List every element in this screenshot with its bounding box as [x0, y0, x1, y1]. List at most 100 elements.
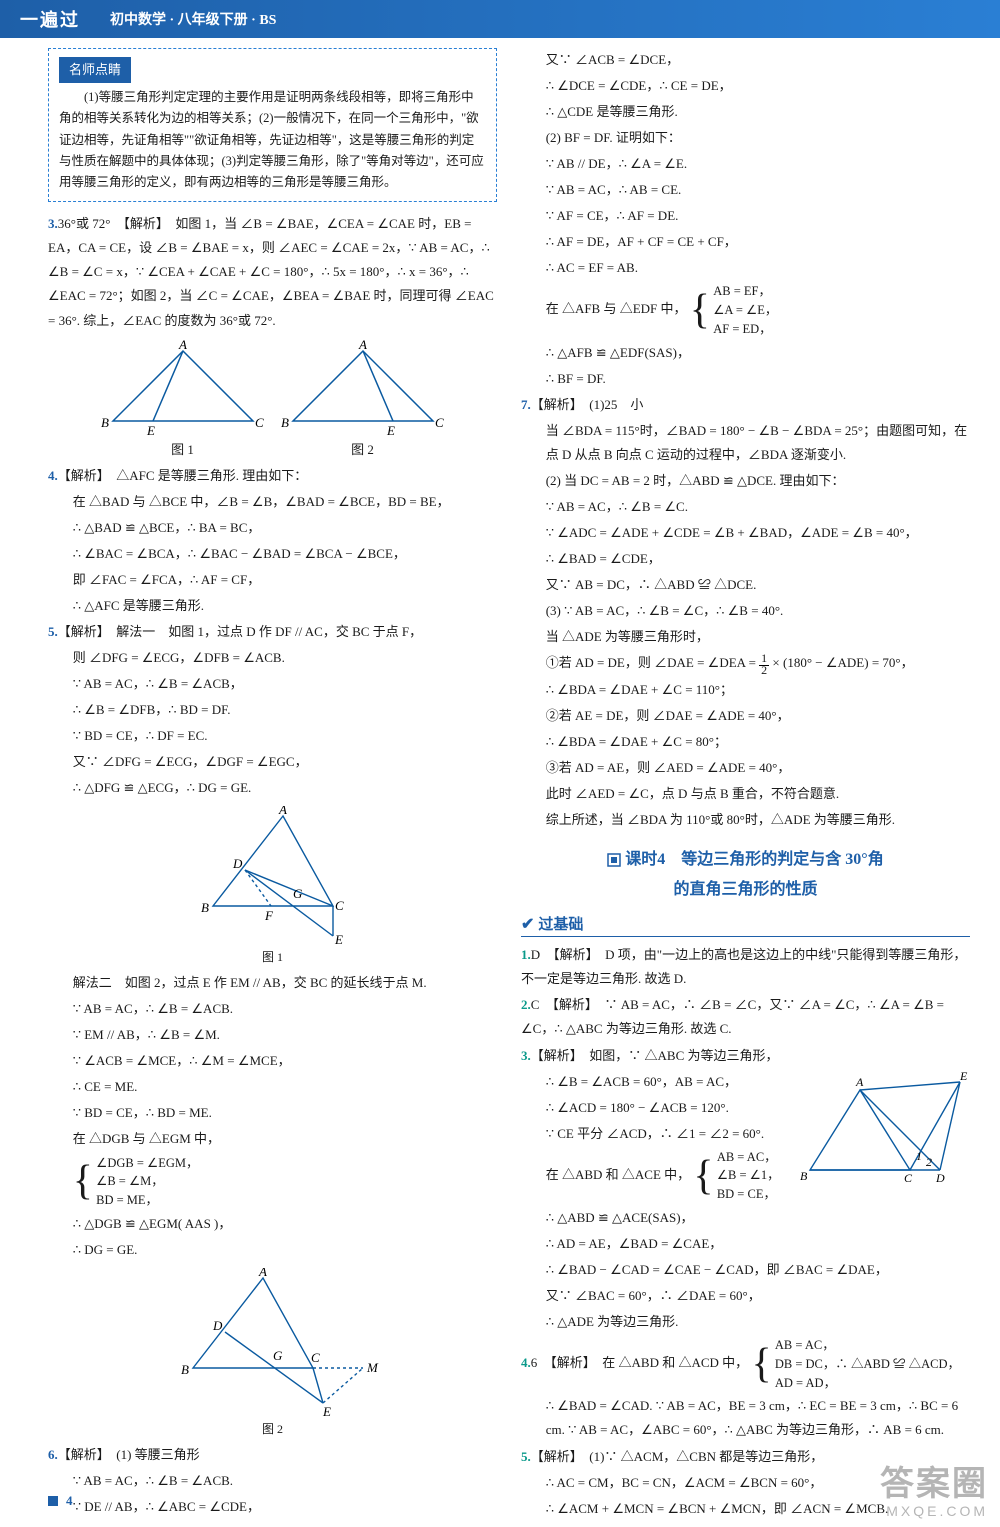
b3-7: ∴ AD = AE，∠BAD = ∠CAE，	[521, 1232, 970, 1256]
r6-br2: ∠A = ∠E，	[713, 303, 777, 317]
svg-text:D: D	[232, 856, 243, 871]
header-logo: 一遍过	[20, 6, 80, 32]
q7-15: 此时 ∠AED = ∠C，点 D 与点 B 重合，不符合题意.	[521, 782, 970, 806]
q7-5: ∵ ∠ADC = ∠ADE + ∠CDE = ∠B + ∠BAD，∠ADE = …	[521, 521, 970, 545]
q5-fig2-cap: 图 2	[48, 1420, 497, 1437]
svg-text:B: B	[101, 415, 109, 430]
svg-text:E: E	[146, 423, 155, 438]
page-footer: 4	[48, 1493, 73, 1509]
q5-m1-head: 解法一 如图 1，过点 D 作 DF // AC，交 BC 于点 F，	[103, 624, 422, 639]
q7-3: (2) 当 DC = AB = 2 时，△ABD ≌ △DCE. 理由如下：	[521, 469, 970, 493]
r6-10a: 在 △AFB 与 △EDF 中，	[546, 302, 687, 317]
svg-text:B: B	[201, 900, 209, 915]
q7-10a: ①若 AD = DE，则 ∠DAE = ∠DEA =	[546, 655, 759, 670]
watermark: 答案圈 MXQE.COM	[880, 1466, 988, 1519]
q6-l3: ∵ DE // AB，∴ ∠ABC = ∠CDE，	[48, 1495, 497, 1519]
check-icon: ✔	[521, 914, 534, 934]
svg-text:C: C	[255, 415, 264, 430]
basics-head: ✔ 过基础	[521, 913, 970, 937]
svg-text:B: B	[181, 1362, 189, 1377]
q7-8: (3) ∵ AB = AC，∴ ∠B = ∠C，∴ ∠B = 40°.	[521, 599, 970, 623]
svg-text:C: C	[904, 1171, 913, 1185]
b3-num: 3.	[521, 1048, 531, 1063]
q5-m2-2: ∵ EM // AB，∴ ∠B = ∠M.	[48, 1023, 497, 1047]
b4-br1: AB = AC，	[775, 1338, 835, 1352]
r6-br1: AB = EF，	[713, 284, 771, 298]
b2: 2.C 【解析】 ∵ AB = AC，∴ ∠B = ∠C，又∵ ∠A = ∠C，…	[521, 993, 970, 1041]
b2-ans: C	[531, 997, 553, 1012]
q5-m2-3: ∵ ∠ACB = ∠MCE，∴ ∠M = ∠MCE，	[48, 1049, 497, 1073]
basics-label: 过基础	[538, 913, 583, 934]
r6-12: ∴ BF = DF.	[521, 367, 970, 391]
b3-br2: ∠B = ∠1，	[717, 1168, 780, 1182]
right-column: 又∵ ∠ACB = ∠DCE， ∴ ∠DCE = ∠CDE，∴ CE = DE，…	[521, 48, 970, 1523]
q5-m1-2: ∵ AB = AC，∴ ∠B = ∠ACB，	[48, 672, 497, 696]
q5-tag: 【解析】	[58, 624, 104, 639]
svg-text:A: A	[278, 806, 287, 817]
q5-m2-1: ∵ AB = AC，∴ ∠B = ∠ACB.	[48, 997, 497, 1021]
b5-1: (1)∵ △ACM，△CBN 都是等边三角形，	[576, 1449, 823, 1464]
q7-7: 又∵ AB = DC，∴ △ABD ≌ △DCE.	[521, 573, 970, 597]
q7-10: ①若 AD = DE，则 ∠DAE = ∠DEA = 12 × (180° − …	[521, 651, 970, 676]
svg-text:C: C	[311, 1350, 320, 1365]
r6-4: (2) BF = DF. 证明如下：	[521, 126, 970, 150]
q5-m1-1: 则 ∠DFG = ∠ECG，∠DFB = ∠ACB.	[48, 646, 497, 670]
r6-br3: AF = ED，	[713, 322, 771, 336]
q4-tag: 【解析】	[58, 468, 104, 483]
watermark-small: MXQE.COM	[880, 1504, 988, 1519]
b1-ans: D	[531, 947, 553, 962]
q6-l2: ∵ AB = AC，∴ ∠B = ∠ACB.	[48, 1469, 497, 1493]
svg-text:C: C	[335, 898, 344, 913]
svg-text:E: E	[334, 932, 343, 946]
svg-text:F: F	[264, 908, 274, 923]
q4-l6: ∴ △AFC 是等腰三角形.	[48, 594, 497, 618]
b3: 3.【解析】 如图，∵ △ABC 为等边三角形，	[521, 1044, 970, 1068]
q5-m2-5: ∵ BD = CE，∴ BD = ME.	[48, 1101, 497, 1125]
tip-title: 名师点睛	[59, 57, 131, 83]
b4-tag: 【解析】	[550, 1355, 589, 1370]
r6-11: ∴ △AFB ≌ △EDF(SAS)，	[521, 341, 970, 365]
b3-tag: 【解析】	[531, 1048, 577, 1063]
r6-3: ∴ △CDE 是等腰三角形.	[521, 100, 970, 124]
svg-text:A: A	[358, 339, 367, 352]
b3-fig-svg: AB CD E 12	[800, 1070, 970, 1190]
q4-l1: △AFC 是等腰三角形. 理由如下：	[103, 468, 307, 483]
q4-l5: 即 ∠FAC = ∠FCA，∴ AF = CF，	[48, 568, 497, 592]
b2-num: 2.	[521, 997, 531, 1012]
fig1-cap: 图 1	[171, 439, 194, 458]
svg-text:E: E	[959, 1070, 968, 1083]
svg-text:B: B	[800, 1169, 808, 1183]
svg-text:A: A	[855, 1075, 864, 1089]
q7-tag: 【解析】	[531, 397, 577, 412]
b5-num: 5.	[521, 1449, 531, 1464]
svg-text:2: 2	[926, 1155, 932, 1169]
q5-fig2: AB CD GE M 图 2	[48, 1268, 497, 1437]
q7: 7.【解析】 (1)25 小	[521, 393, 970, 417]
q6-num: 6.	[48, 1447, 58, 1462]
b3-6: ∴ △ABD ≌ △ACE(SAS)，	[521, 1206, 970, 1230]
q5-br3: BD = ME，	[96, 1193, 158, 1207]
r6-2: ∴ ∠DCE = ∠CDE，∴ CE = DE，	[521, 74, 970, 98]
q3-figures: A B C E A B C E 图 1 图 2	[48, 339, 497, 458]
q4: 4.【解析】 △AFC 是等腰三角形. 理由如下：	[48, 464, 497, 488]
svg-text:A: A	[258, 1268, 267, 1279]
lesson-t2: 的直角三角形的性质	[673, 881, 817, 898]
svg-text:E: E	[386, 423, 395, 438]
q5-fig2-svg: AB CD GE M	[163, 1268, 383, 1418]
q5-m2-7: ∴ △DGB ≌ △EGM( AAS )，	[48, 1212, 497, 1236]
q7-num: 7.	[521, 397, 531, 412]
q4-l3: ∴ △BAD ≌ △BCE，∴ BA = BC，	[48, 516, 497, 540]
b5-tag: 【解析】	[531, 1449, 577, 1464]
header-subject: 初中数学 · 八年级下册 · BS	[110, 9, 276, 29]
svg-text:B: B	[281, 415, 289, 430]
r6-5: ∵ AB // DE，∴ ∠A = ∠E.	[521, 152, 970, 176]
b4-br2: DB = DC，∴ △ABD ≌ △ACD，	[775, 1357, 960, 1371]
q5-fig1-cap: 图 1	[48, 948, 497, 965]
svg-text:G: G	[273, 1348, 283, 1363]
r6-9: ∴ AC = EF = AB.	[521, 256, 970, 280]
b4-num: 4.	[521, 1355, 531, 1370]
svg-text:E: E	[322, 1404, 331, 1418]
q3-ans: 36°或 72°	[58, 216, 124, 231]
q5-fig1-svg: AB CD FG E	[183, 806, 363, 946]
svg-text:D: D	[212, 1318, 223, 1333]
